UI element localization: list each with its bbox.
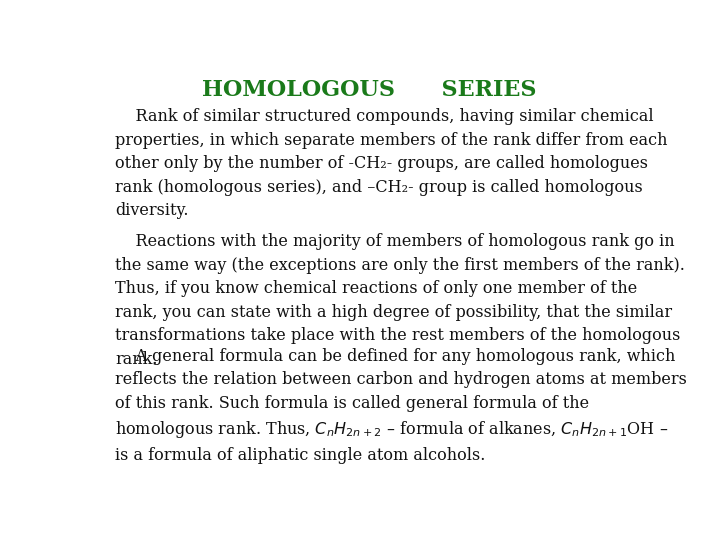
Text: Reactions with the majority of members of homologous rank go in
the same way (th: Reactions with the majority of members o… — [115, 233, 685, 368]
Text: Rank of similar structured compounds, having similar chemical
properties, in whi: Rank of similar structured compounds, ha… — [115, 109, 667, 219]
Text: A general formula can be defined for any homologous rank, which
reflects the rel: A general formula can be defined for any… — [115, 348, 687, 463]
Text: HOMOLOGOUS      SERIES: HOMOLOGOUS SERIES — [202, 79, 536, 102]
